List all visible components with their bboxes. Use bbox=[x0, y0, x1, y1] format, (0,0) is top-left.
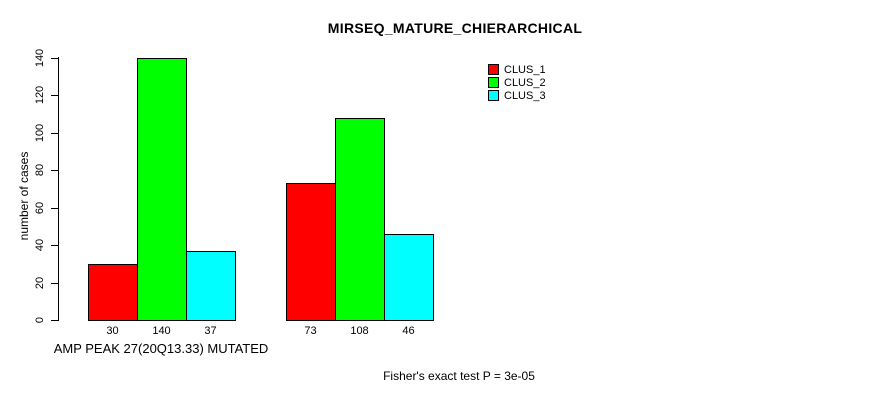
legend-item-clus-2: CLUS_2 bbox=[488, 76, 546, 89]
chart-title: MIRSEQ_MATURE_CHIERARCHICAL bbox=[327, 20, 583, 36]
footnote-pvalue: Fisher's exact test P = 3e-05 bbox=[383, 369, 535, 383]
y-tick-label-0: 0 bbox=[34, 316, 46, 324]
legend-label-clus-2: CLUS_2 bbox=[504, 76, 546, 89]
bar-clus_1-group2 bbox=[286, 183, 336, 321]
y-tick-40 bbox=[51, 245, 58, 247]
y-tick-20 bbox=[51, 282, 58, 284]
y-axis-line bbox=[58, 57, 59, 321]
bar-clus_2-group2 bbox=[335, 117, 385, 321]
bar-clus_3-group2 bbox=[384, 233, 434, 321]
bar-value-clus_2-group2: 108 bbox=[350, 325, 369, 337]
y-tick-60 bbox=[51, 207, 58, 209]
bar-value-clus_1-group2: 73 bbox=[304, 325, 317, 337]
legend-swatch-clus-1 bbox=[488, 64, 499, 75]
legend-item-clus-1: CLUS_1 bbox=[488, 63, 546, 76]
y-tick-label-100: 100 bbox=[34, 123, 46, 143]
bar-clus_2-group1 bbox=[137, 58, 187, 321]
legend-label-clus-3: CLUS_3 bbox=[504, 89, 546, 102]
y-tick-label-80: 80 bbox=[34, 164, 46, 177]
y-tick-label-60: 60 bbox=[34, 201, 46, 214]
bar-value-clus_2-group1: 140 bbox=[152, 325, 171, 337]
bar-value-clus_3-group1: 37 bbox=[204, 325, 217, 337]
y-tick-label-40: 40 bbox=[34, 239, 46, 252]
x-axis-label: AMP PEAK 27(20Q13.33) MUTATED bbox=[53, 341, 269, 356]
y-axis-label: number of cases bbox=[17, 151, 31, 241]
y-tick-100 bbox=[51, 132, 58, 134]
y-tick-80 bbox=[51, 170, 58, 172]
y-tick-label-120: 120 bbox=[34, 86, 46, 105]
y-tick-label-20: 20 bbox=[34, 276, 46, 289]
bar-clus_1-group1 bbox=[88, 263, 138, 321]
bar-clus_3-group1 bbox=[186, 250, 236, 321]
legend-swatch-clus-3 bbox=[488, 90, 499, 101]
y-tick-120 bbox=[51, 95, 58, 97]
y-tick-140 bbox=[51, 58, 58, 59]
bar-value-clus_1-group1: 30 bbox=[106, 325, 119, 337]
legend-item-clus-3: CLUS_3 bbox=[488, 89, 546, 102]
legend-swatch-clus-2 bbox=[488, 77, 499, 88]
legend-label-clus-1: CLUS_1 bbox=[504, 63, 546, 76]
y-tick-label-140: 140 bbox=[34, 48, 46, 68]
bar-value-clus_3-group2: 46 bbox=[402, 325, 415, 337]
legend: CLUS_1 CLUS_2 CLUS_3 bbox=[488, 64, 546, 103]
y-tick-0 bbox=[51, 320, 58, 321]
